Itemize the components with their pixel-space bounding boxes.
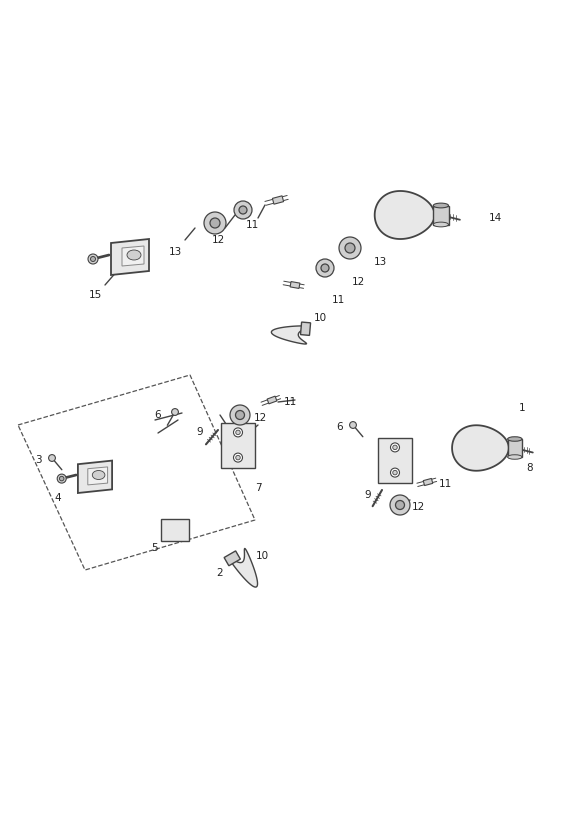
Text: 5: 5 <box>152 543 159 553</box>
Circle shape <box>59 476 64 481</box>
Ellipse shape <box>433 204 448 208</box>
Text: 3: 3 <box>34 455 41 465</box>
Circle shape <box>171 409 178 415</box>
Text: 6: 6 <box>154 410 161 420</box>
Polygon shape <box>122 246 144 266</box>
Text: 13: 13 <box>168 247 182 257</box>
Text: 9: 9 <box>365 490 371 500</box>
Circle shape <box>391 443 399 452</box>
Ellipse shape <box>508 455 522 459</box>
Text: 10: 10 <box>255 551 269 561</box>
Polygon shape <box>267 396 277 404</box>
Circle shape <box>391 468 399 477</box>
Text: 11: 11 <box>245 220 259 230</box>
Circle shape <box>393 445 397 450</box>
Text: 13: 13 <box>373 257 387 267</box>
Circle shape <box>230 405 250 425</box>
Text: 4: 4 <box>55 493 61 503</box>
Text: 11: 11 <box>331 295 345 305</box>
Text: 12: 12 <box>412 502 424 512</box>
Circle shape <box>204 212 226 234</box>
Text: 12: 12 <box>212 235 224 245</box>
Ellipse shape <box>127 250 141 260</box>
Circle shape <box>210 218 220 228</box>
Polygon shape <box>78 461 112 493</box>
Polygon shape <box>378 438 412 483</box>
Text: 15: 15 <box>89 290 101 300</box>
Ellipse shape <box>508 437 522 441</box>
Text: 9: 9 <box>196 427 203 437</box>
Text: 11: 11 <box>438 479 452 489</box>
Polygon shape <box>508 439 522 457</box>
Circle shape <box>234 453 243 462</box>
Text: 12: 12 <box>254 413 266 423</box>
Circle shape <box>236 410 244 419</box>
Circle shape <box>345 243 355 253</box>
Polygon shape <box>221 423 255 467</box>
Circle shape <box>321 264 329 272</box>
Text: 12: 12 <box>352 277 364 287</box>
Circle shape <box>90 256 96 261</box>
Circle shape <box>393 471 397 475</box>
Polygon shape <box>161 519 188 541</box>
Circle shape <box>390 495 410 515</box>
Polygon shape <box>272 326 308 344</box>
Circle shape <box>395 500 405 509</box>
Circle shape <box>236 430 240 434</box>
Polygon shape <box>423 479 433 485</box>
Polygon shape <box>300 322 311 335</box>
Circle shape <box>339 237 361 259</box>
Polygon shape <box>224 551 240 566</box>
Polygon shape <box>88 467 108 485</box>
Text: 1: 1 <box>519 403 525 413</box>
Text: 8: 8 <box>526 463 533 473</box>
Text: 11: 11 <box>283 397 297 407</box>
Text: 6: 6 <box>337 422 343 432</box>
Circle shape <box>88 254 98 264</box>
Text: 7: 7 <box>255 483 261 493</box>
Polygon shape <box>272 196 283 204</box>
Circle shape <box>316 259 334 277</box>
Circle shape <box>48 455 55 461</box>
Circle shape <box>239 206 247 214</box>
Polygon shape <box>433 205 448 224</box>
Circle shape <box>57 474 66 483</box>
Ellipse shape <box>92 471 105 480</box>
Polygon shape <box>229 549 258 587</box>
Polygon shape <box>375 191 434 239</box>
Ellipse shape <box>433 222 448 227</box>
Circle shape <box>234 428 243 437</box>
Text: 2: 2 <box>217 568 223 578</box>
Circle shape <box>350 422 356 428</box>
Polygon shape <box>111 239 149 275</box>
Text: 10: 10 <box>314 313 326 323</box>
Circle shape <box>236 456 240 460</box>
Circle shape <box>234 201 252 219</box>
Text: 14: 14 <box>489 213 501 223</box>
Polygon shape <box>290 282 300 288</box>
Polygon shape <box>452 425 509 471</box>
